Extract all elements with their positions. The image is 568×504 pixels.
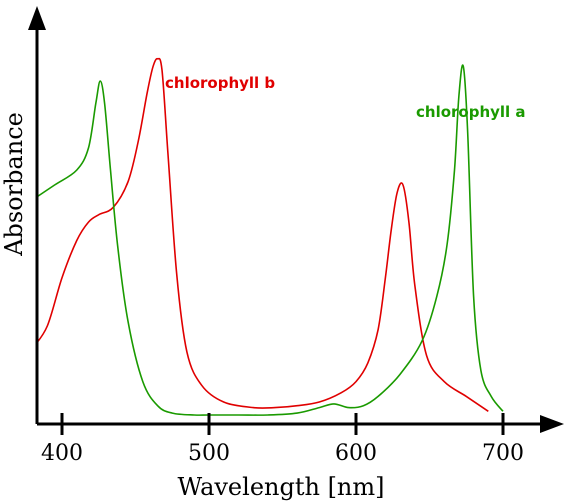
x-axis-title: Wavelength [nm]	[177, 473, 384, 501]
y-axis-title: Absorbance	[0, 112, 28, 257]
x-axis-arrow	[540, 415, 564, 433]
y-axis-arrow	[28, 6, 46, 30]
x-tick-label-700: 700	[482, 441, 524, 466]
series-layer	[37, 57, 504, 416]
x-tick-label-600: 600	[335, 441, 377, 466]
x-ticks: 400 500 600 700	[41, 413, 524, 466]
x-tick-label-500: 500	[188, 441, 230, 466]
series-label-chlorophyll-b: chlorophyll b	[165, 74, 275, 92]
x-tick-label-400: 400	[41, 441, 83, 466]
series-line-chlorophyll-a	[37, 64, 504, 416]
series-label-chlorophyll-a: chlorophyll a	[416, 103, 526, 121]
